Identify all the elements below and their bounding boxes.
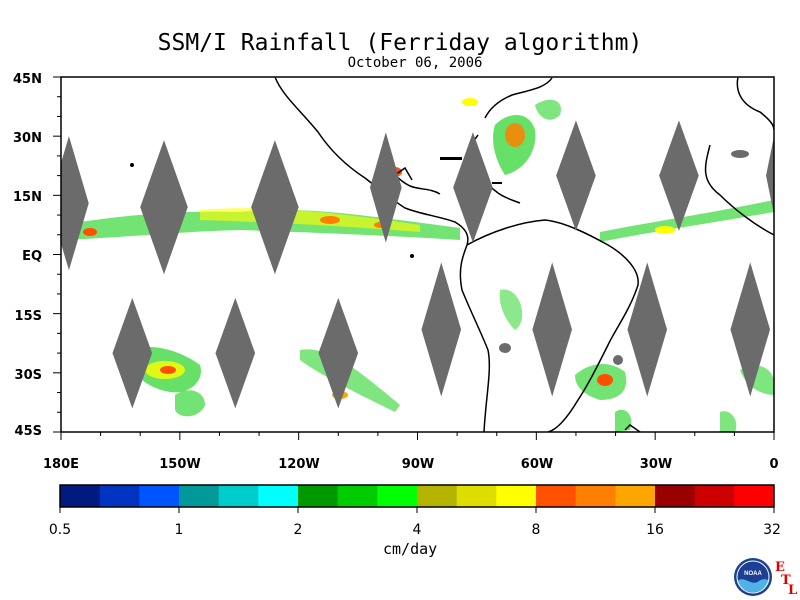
axis-ticks [53, 76, 775, 440]
satellite-gap-4 [453, 132, 493, 243]
satellite-gap-3 [369, 132, 402, 243]
satellite-gap-2 [251, 140, 299, 275]
colorbar-unit-label: cm/day [383, 540, 438, 558]
noaa-logo-text: NOAA [744, 571, 762, 577]
satellite-gap-11 [421, 262, 462, 397]
satellite-gaps [61, 120, 774, 409]
y-tick-label-15s: 15S [14, 309, 42, 324]
colorbar-label-4: 4 [412, 522, 422, 538]
rain-cluster-north-atlantic [388, 98, 561, 177]
y-tick-label-30s: 30S [14, 368, 42, 383]
y-tick-label-eq: EQ [22, 249, 42, 264]
y-tick-label-30n: 30N [13, 131, 42, 146]
map-title: SSM/I Rainfall (Ferriday algorithm) [157, 30, 643, 56]
satellite-gap-5 [556, 120, 596, 231]
etl-letter-t: T [781, 573, 791, 588]
x-tick-label-0: 0 [769, 457, 779, 472]
colorbar-label-0-5: 0.5 [48, 522, 72, 538]
x-tick-label-150w: 150W [159, 457, 201, 472]
etl-letter-e: E [775, 560, 785, 575]
etl-letter-l: L [788, 583, 798, 598]
x-tick-label-30w: 30W [639, 457, 673, 472]
colorbar-label-2: 2 [293, 522, 303, 538]
satellite-gap-13 [627, 262, 668, 397]
satellite-gap-14 [730, 262, 771, 397]
satellite-gap-12 [532, 262, 572, 397]
satellite-gap-1 [140, 140, 188, 275]
y-tick-label-45s: 45S [14, 424, 42, 439]
x-tick-label-180e: 180E [42, 457, 80, 472]
map-date: October 06, 2006 [347, 55, 483, 71]
colorbar-label-1: 1 [174, 522, 184, 538]
x-tick-label-90w: 90W [401, 457, 435, 472]
satellite-gap-7 [766, 136, 774, 216]
rain-cluster-south-atlantic [499, 289, 774, 432]
x-tick-label-120w: 120W [278, 457, 320, 472]
satellite-gap-6 [659, 120, 699, 231]
x-tick-label-60w: 60W [520, 457, 554, 472]
satellite-gap-0 [61, 136, 89, 271]
no-data-patches [499, 150, 749, 365]
satellite-gap-9 [215, 297, 256, 409]
rain-band-itcz-atlantic [600, 200, 774, 242]
colorbar-label-16: 16 [646, 522, 664, 538]
satellite-gap-10 [318, 297, 359, 409]
y-tick-label-45n: 45N [13, 72, 42, 87]
colorbar-label-8: 8 [531, 522, 541, 538]
y-tick-label-15n: 15N [13, 190, 42, 205]
noaa-logo: NOAA [734, 558, 772, 596]
colorbar-label-32: 32 [763, 522, 781, 538]
satellite-gap-8 [112, 297, 153, 409]
